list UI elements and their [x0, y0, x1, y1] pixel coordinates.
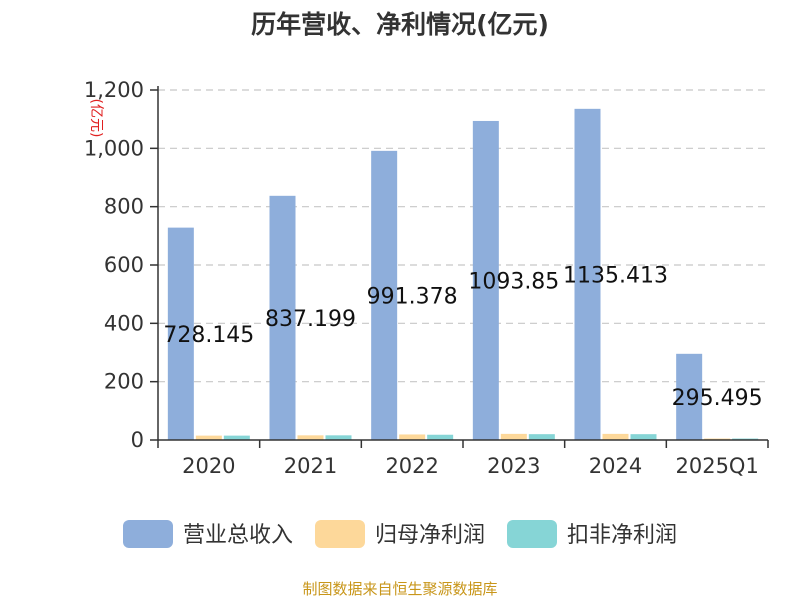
grid-lines: [158, 89, 768, 383]
y-tick-label: 600: [104, 253, 144, 277]
x-tick-label: 2022: [385, 454, 438, 478]
bar[interactable]: [602, 433, 629, 440]
data-label: 991.378: [367, 284, 458, 309]
x-tick-label: 2023: [487, 454, 540, 478]
legend-swatch[interactable]: [123, 520, 173, 548]
data-label: 295.495: [672, 386, 763, 411]
x-tick-label: 2020: [182, 454, 235, 478]
legend-swatch[interactable]: [315, 520, 365, 548]
bar[interactable]: [500, 433, 527, 440]
data-label: 728.145: [163, 323, 254, 348]
x-tick-label: 2025Q1: [675, 454, 758, 478]
x-tick-label: 2024: [589, 454, 642, 478]
bar[interactable]: [528, 434, 555, 440]
axes: [150, 86, 769, 448]
data-label: 837.199: [265, 307, 356, 332]
bars: [167, 108, 759, 440]
bar[interactable]: [297, 435, 324, 440]
data-labels: 728.145 837.199 991.378 1093.85 1135.413 295.…: [163, 263, 762, 410]
bar[interactable]: [427, 434, 454, 440]
bar[interactable]: [371, 150, 398, 440]
bar[interactable]: [195, 435, 222, 440]
y-unit-label: (亿元): [88, 99, 104, 138]
bar[interactable]: [676, 353, 703, 440]
bar[interactable]: [269, 195, 296, 440]
legend[interactable]: 营业总收入 归母净利润 扣非净利润: [123, 520, 677, 548]
y-tick-label: 200: [104, 370, 144, 394]
bar[interactable]: [167, 227, 194, 440]
x-tick-label: 2021: [284, 454, 337, 478]
legend-label[interactable]: 归母净利润: [375, 523, 485, 548]
source-note: 制图数据来自恒生聚源数据库: [302, 580, 497, 598]
y-tick-labels: 0 200 400 600 800 1,000 1,200: [84, 78, 144, 452]
data-label: 1135.413: [563, 263, 668, 288]
legend-swatch[interactable]: [507, 520, 557, 548]
y-tick-label: 1,200: [84, 78, 144, 102]
data-label: 1093.85: [468, 269, 559, 294]
bar[interactable]: [399, 434, 426, 440]
chart-title: 历年营收、净利情况(亿元): [251, 10, 549, 39]
bar[interactable]: [574, 108, 601, 440]
y-tick-label: 1,000: [84, 136, 144, 160]
legend-label[interactable]: 扣非净利润: [567, 523, 677, 548]
y-tick-label: 800: [104, 195, 144, 219]
bar[interactable]: [472, 120, 499, 440]
bar[interactable]: [630, 434, 657, 440]
y-tick-label: 400: [104, 311, 144, 335]
y-tick-label: 0: [131, 428, 144, 452]
bar[interactable]: [325, 435, 352, 440]
bar[interactable]: [223, 435, 250, 440]
legend-label[interactable]: 营业总收入: [183, 523, 293, 548]
x-tick-labels: 2020 2021 2022 2023 2024 2025Q1: [182, 454, 759, 478]
